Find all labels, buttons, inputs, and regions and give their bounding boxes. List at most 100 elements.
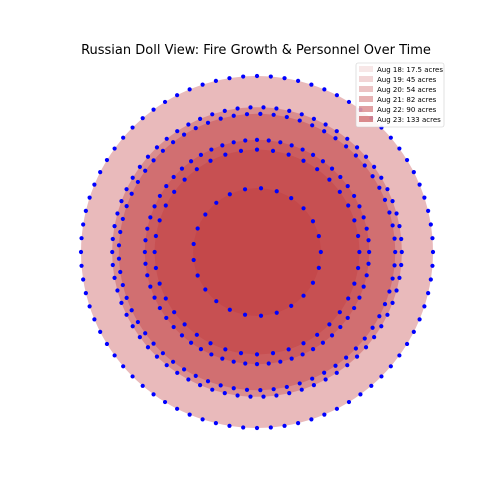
- personnel-marker: [151, 158, 156, 163]
- personnel-marker: [175, 93, 180, 98]
- personnel-marker: [98, 329, 103, 334]
- personnel-marker: [242, 312, 248, 317]
- personnel-marker: [397, 224, 402, 229]
- personnel-marker: [241, 74, 246, 79]
- personnel-marker: [287, 108, 292, 113]
- personnel-marker: [388, 364, 393, 369]
- personnel-marker: [337, 310, 342, 315]
- personnel-marker: [334, 129, 339, 134]
- personnel-marker: [110, 262, 115, 268]
- personnel-marker: [145, 226, 150, 231]
- personnel-marker: [152, 249, 157, 255]
- personnel-marker: [164, 315, 169, 321]
- personnel-marker: [87, 195, 92, 200]
- personnel-marker: [140, 116, 145, 121]
- personnel-marker: [411, 329, 416, 334]
- personnel-marker: [270, 351, 276, 356]
- personnel-marker: [310, 280, 316, 285]
- personnel-marker: [430, 249, 436, 255]
- personnel-marker: [153, 233, 158, 239]
- personnel-marker: [121, 364, 126, 369]
- personnel-marker: [130, 374, 135, 379]
- personnel-marker: [358, 392, 363, 397]
- legend-swatch: [359, 86, 373, 92]
- personnel-marker: [92, 182, 97, 187]
- personnel-marker: [286, 152, 291, 157]
- personnel-marker: [118, 269, 123, 275]
- personnel-marker: [231, 140, 236, 145]
- personnel-marker: [258, 313, 264, 318]
- personnel-marker: [289, 143, 294, 148]
- personnel-marker: [241, 425, 246, 430]
- personnel-marker: [364, 226, 369, 231]
- personnel-marker: [397, 353, 402, 358]
- personnel-marker: [222, 108, 227, 113]
- personnel-marker: [157, 281, 162, 286]
- personnel-marker: [261, 105, 266, 110]
- personnel-marker: [363, 345, 369, 350]
- personnel-marker: [163, 203, 168, 208]
- legend-swatch: [359, 96, 373, 102]
- personnel-marker: [227, 192, 232, 197]
- personnel-marker: [258, 186, 264, 191]
- personnel-marker: [379, 175, 384, 180]
- personnel-marker: [143, 168, 148, 173]
- personnel-marker: [346, 296, 351, 301]
- personnel-marker: [372, 335, 377, 340]
- personnel-marker: [338, 174, 343, 180]
- personnel-marker: [393, 249, 398, 255]
- personnel-marker: [238, 351, 244, 356]
- legend-swatch: [359, 106, 373, 112]
- personnel-marker: [318, 249, 323, 255]
- personnel-marker: [187, 87, 192, 92]
- personnel-marker: [214, 200, 219, 205]
- personnel-marker: [404, 341, 410, 347]
- personnel-marker: [357, 204, 362, 209]
- personnel-marker: [428, 277, 433, 282]
- personnel-marker: [362, 163, 367, 168]
- personnel-marker: [297, 381, 302, 386]
- personnel-marker: [130, 324, 135, 329]
- personnel-marker: [220, 356, 225, 361]
- legend-swatch: [359, 76, 373, 82]
- personnel-marker: [244, 387, 250, 392]
- personnel-marker: [300, 147, 305, 152]
- personnel-marker: [124, 187, 129, 192]
- personnel-marker: [243, 138, 248, 143]
- personnel-marker: [198, 347, 204, 352]
- fire-area-circle-aug-23: [81, 76, 433, 428]
- fire-area-circle-aug-18: [193, 188, 321, 316]
- personnel-marker: [323, 122, 328, 127]
- personnel-marker: [390, 276, 395, 281]
- personnel-marker: [152, 204, 157, 209]
- personnel-marker: [151, 341, 156, 346]
- personnel-marker: [426, 208, 431, 214]
- personnel-marker: [397, 146, 402, 151]
- personnel-marker: [227, 423, 232, 428]
- personnel-marker: [258, 388, 263, 393]
- personnel-marker: [385, 312, 390, 317]
- personnel-marker: [344, 355, 349, 360]
- legend-entry: Aug 22: 90 acres: [377, 106, 437, 114]
- personnel-marker: [316, 234, 321, 239]
- personnel-marker: [417, 317, 422, 322]
- personnel-marker: [104, 157, 110, 163]
- personnel-marker: [213, 421, 219, 426]
- personnel-marker: [382, 302, 388, 307]
- personnel-marker: [110, 249, 115, 255]
- personnel-marker: [195, 226, 200, 231]
- personnel-marker: [164, 363, 169, 368]
- personnel-marker: [289, 196, 294, 201]
- personnel-marker: [235, 393, 240, 398]
- personnel-marker: [116, 243, 122, 248]
- personnel-marker: [210, 112, 215, 117]
- personnel-marker: [130, 125, 135, 130]
- personnel-marker: [327, 177, 332, 182]
- personnel-marker: [266, 138, 271, 143]
- personnel-marker: [352, 193, 357, 199]
- personnel-marker: [369, 383, 374, 388]
- personnel-marker: [220, 143, 225, 148]
- personnel-marker: [172, 310, 177, 315]
- personnel-marker: [83, 208, 88, 214]
- personnel-marker: [345, 183, 350, 189]
